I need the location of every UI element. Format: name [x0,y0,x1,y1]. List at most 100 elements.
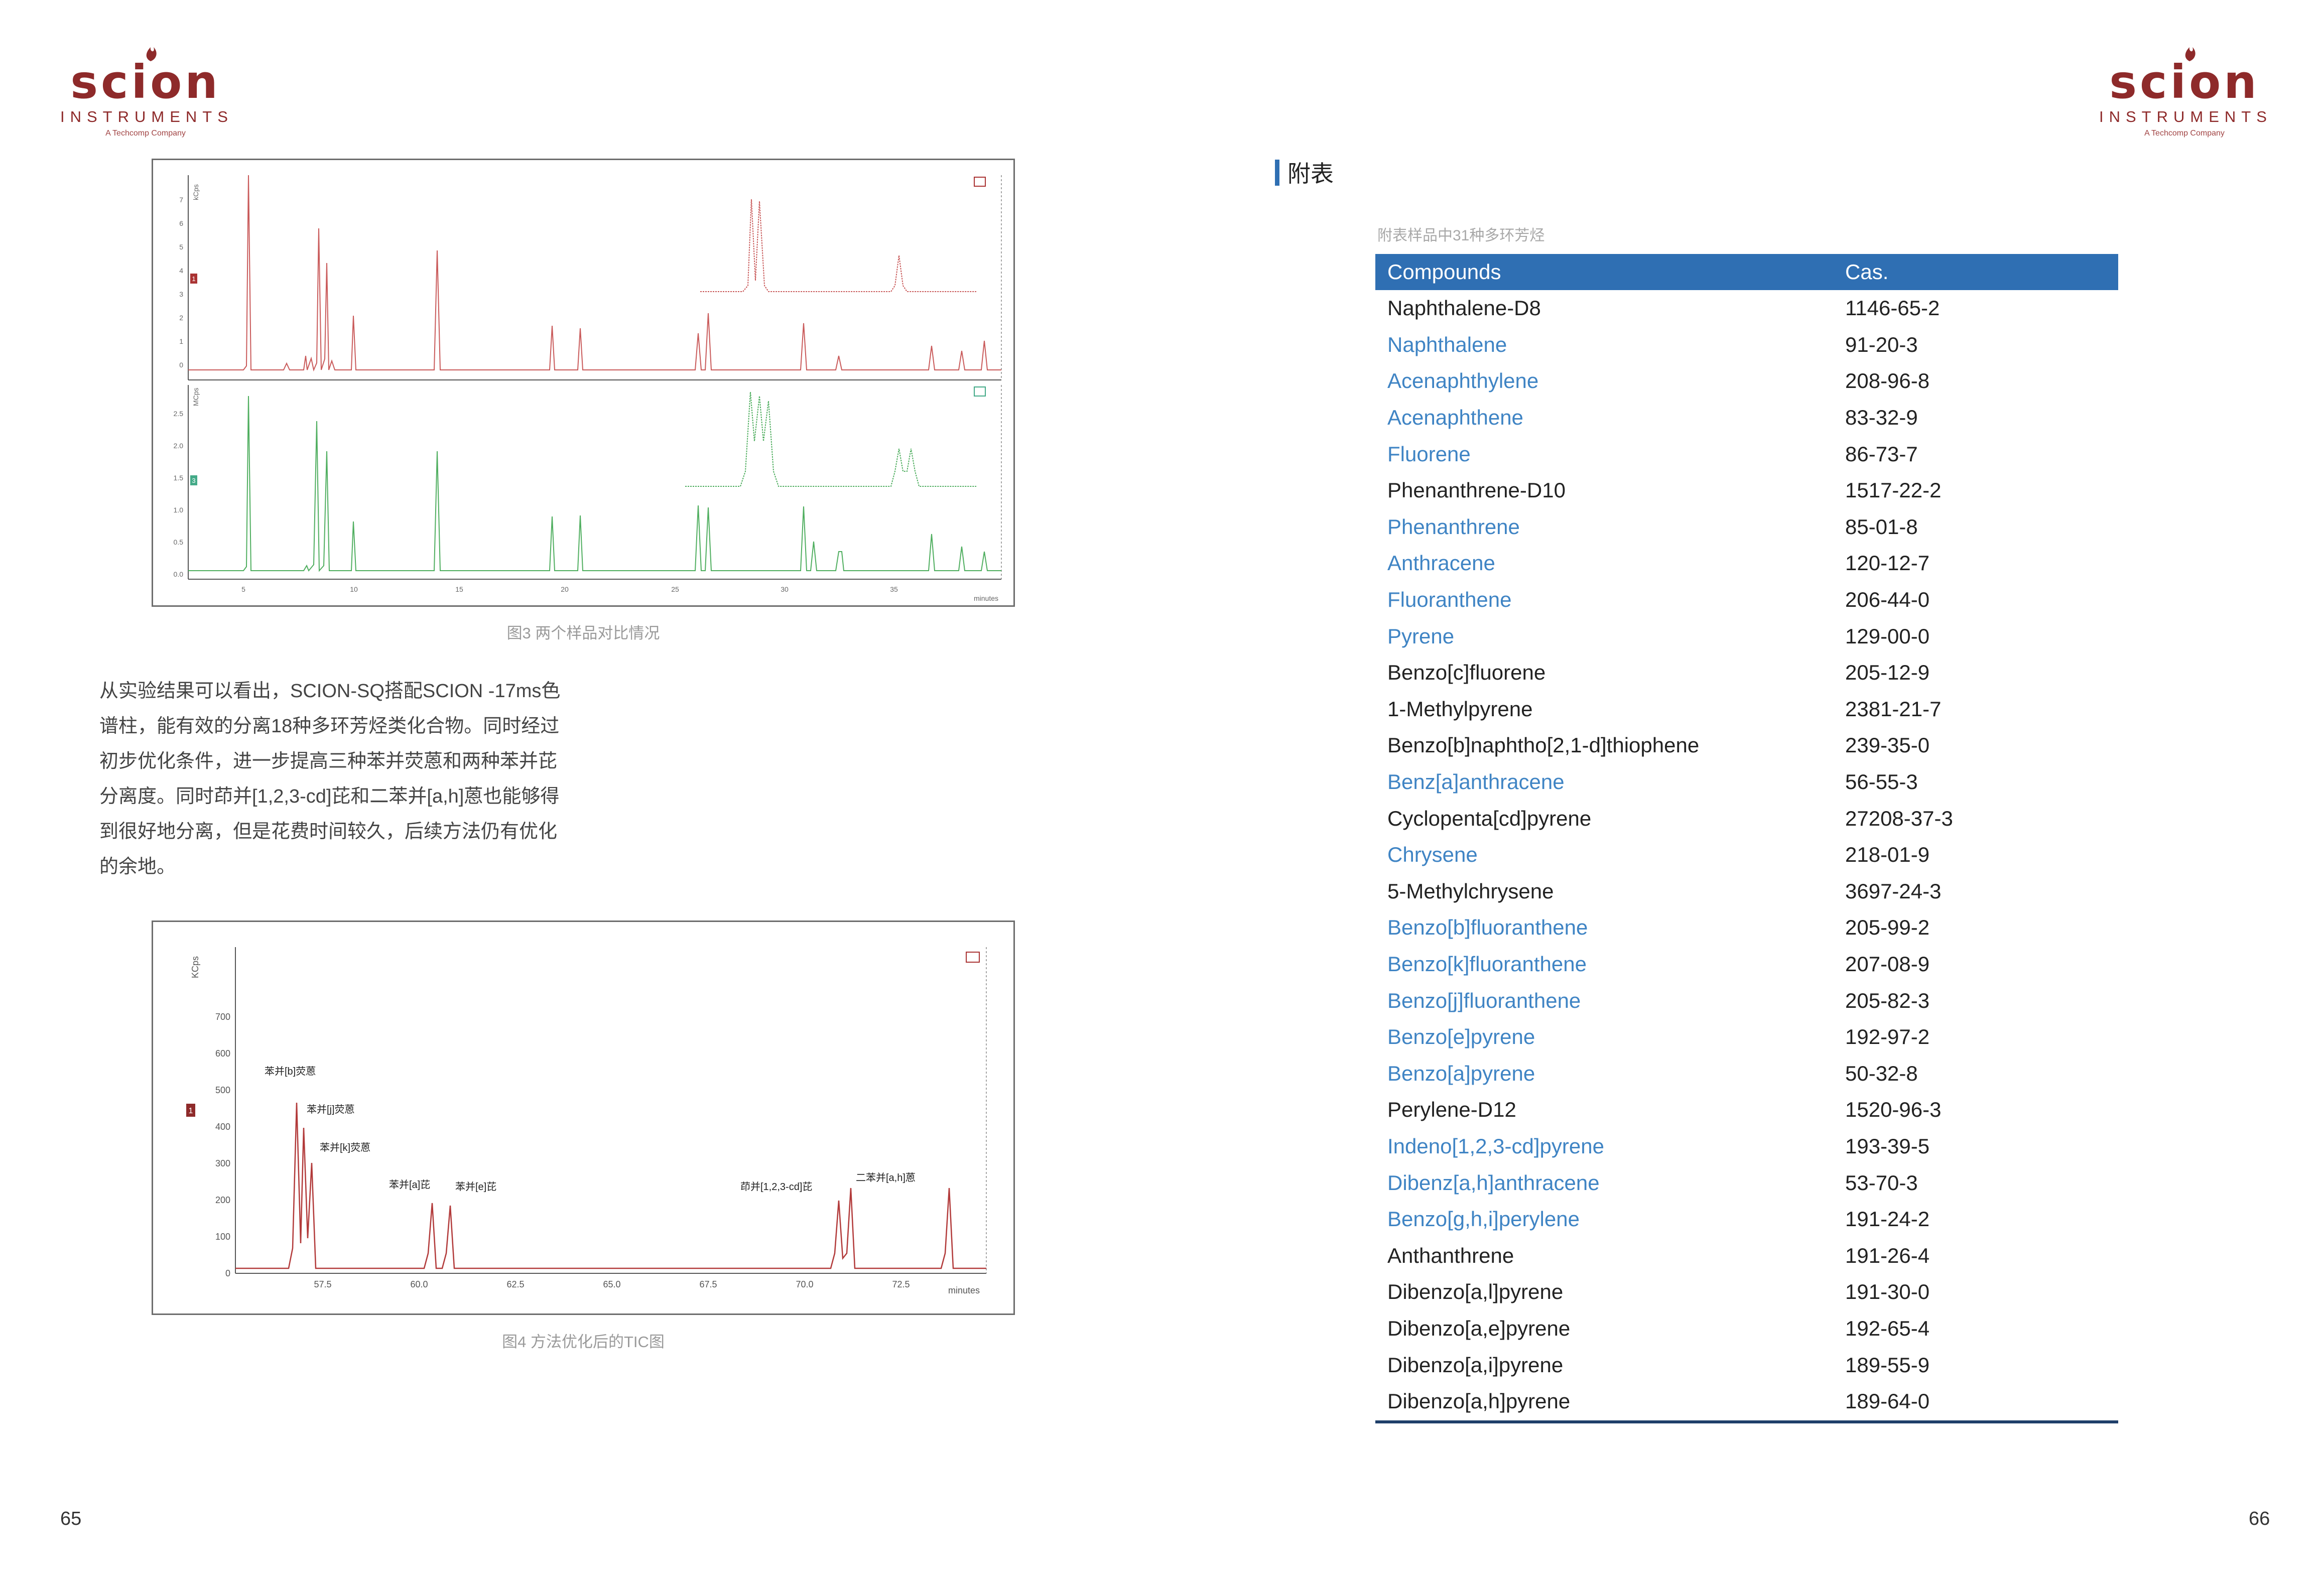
tick-label: 0 [225,1268,230,1278]
compound-name: Anthracene [1387,551,1495,575]
cas-number: 208-96-8 [1845,369,1930,393]
table-row: Naphthalene 91-20-3 [1375,327,2118,363]
table-row: Dibenz[a,h]anthracene 53-70-3 [1375,1164,2118,1201]
figure3-chromatogram: 0 1 2 3 4 5 6 7 kCps 1 0.0 0.5 1.0 1.5 2… [152,159,1015,607]
tick-label: 1 [179,337,183,345]
cas-number: 85-01-8 [1845,514,1918,539]
fig3-bottom-trace [188,396,1001,572]
section-title: 附表 [1287,161,1334,187]
compound-name: Benzo[k]fluoranthene [1387,952,1587,976]
compound-name: Dibenzo[a,e]pyrene [1387,1316,1571,1340]
tick-label: 0.5 [174,538,184,546]
table-row: Chrysene 218-01-9 [1375,837,2118,873]
table-row: 1-Methylpyrene 2381-21-7 [1375,691,2118,728]
peak-label: 二苯并[a,h]蒽 [856,1172,916,1184]
logo-tagline: A Techcomp Company [105,129,186,138]
table-row: Benzo[j]fluoranthene 205-82-3 [1375,982,2118,1019]
compound-name: Benzo[c]fluorene [1387,661,1546,685]
results-paragraph: 从实验结果可以看出，SCION-SQ搭配SCION -17ms色谱柱，能有效的分… [99,681,561,877]
table-row: Phenanthrene 85-01-8 [1375,509,2118,546]
tick-label: 100 [215,1232,230,1242]
compound-name: Dibenz[a,h]anthracene [1387,1170,1600,1195]
compound-name: Phenanthrene-D10 [1387,478,1566,502]
logo-tagline: A Techcomp Company [2144,129,2225,138]
cas-number: 83-32-9 [1845,406,1918,430]
table-row: Anthracene 120-12-7 [1375,545,2118,582]
cas-number: 218-01-9 [1845,843,1930,867]
compound-name: Benzo[e]pyrene [1387,1025,1535,1049]
fig3-top-trace [188,175,1001,372]
compound-name: Benzo[j]fluoranthene [1387,988,1581,1012]
compound-name: 5-Methylchrysene [1387,879,1554,903]
compound-name: Benzo[b]fluoranthene [1387,915,1588,940]
tick-label: 7 [179,196,183,204]
marker-label: 3 [192,477,195,484]
cas-number: 1517-22-2 [1845,478,1942,502]
panel-icon [966,952,980,963]
marker-badge [186,1104,195,1117]
tick-label: 60.0 [410,1279,428,1289]
compound-name: Dibenzo[a,i]pyrene [1387,1353,1564,1377]
cas-number: 191-30-0 [1845,1280,1930,1304]
tick-label: 2.5 [174,410,184,418]
compound-name: Benzo[a]pyrene [1387,1061,1535,1085]
cas-number: 193-39-5 [1845,1134,1930,1158]
cas-number: 189-64-0 [1845,1389,1930,1413]
table-body: Naphthalene-D8 1146-65-2 Naphthalene 91-20-… [1375,290,2118,1419]
cas-number: 2381-21-7 [1845,697,1942,721]
marker-badge [190,274,197,284]
tick-label: 30 [781,585,789,593]
table-bottom-rule [1375,1420,2118,1424]
tick-label: 72.5 [892,1279,910,1289]
table-row: Benzo[a]pyrene 50-32-8 [1375,1055,2118,1092]
fig3-bottom-yticks: 0.0 0.5 1.0 1.5 2.0 2.5 [174,410,184,578]
panel-icon [974,386,986,397]
compound-name: Fluoranthene [1387,588,1512,612]
tick-label: 0 [179,361,183,369]
cas-number: 129-00-0 [1845,624,1930,648]
tick-label: 57.5 [314,1279,331,1289]
logo-wordmark: scion [70,55,221,109]
compound-name: Acenaphthylene [1387,369,1539,393]
table-row: Dibenzo[a,i]pyrene 189-55-9 [1375,1347,2118,1383]
compound-name: Perylene-D12 [1387,1098,1516,1122]
pah-compound-table: Compounds Cas. Naphthalene-D8 1146-65-2 Na… [1375,254,2118,1424]
fig3-bottom-inset-trace [685,391,976,487]
cas-number: 3697-24-3 [1845,879,1942,903]
tick-label: 4 [179,267,183,275]
table-row: Indeno[1,2,3-cd]pyrene 193-39-5 [1375,1128,2118,1165]
compound-name: Fluorene [1387,442,1471,466]
figure3-svg: 0 1 2 3 4 5 6 7 kCps 1 0.0 0.5 1.0 1.5 2… [174,175,1002,602]
tick-label: 2 [179,314,183,322]
cas-number: 192-65-4 [1845,1316,1930,1340]
fig3-top-inset-trace [700,199,976,292]
fig4-xticks: 57.5 60.0 62.5 65.0 67.5 70.0 72.5 [314,1279,910,1289]
table-row: Dibenzo[a,l]pyrene 191-30-0 [1375,1274,2118,1310]
compound-name: Phenanthrene [1387,514,1520,539]
tick-label: 2.0 [174,442,184,450]
cas-number: 120-12-7 [1845,551,1930,575]
table-row: Fluoranthene 206-44-0 [1375,582,2118,618]
cas-number: 91-20-3 [1845,332,1918,356]
compound-name: Dibenzo[a,l]pyrene [1387,1280,1564,1304]
tick-label: 500 [215,1085,230,1095]
table-row: Fluorene 86-73-7 [1375,436,2118,472]
figure3-caption: 图3 两个样品对比情况 [506,624,660,642]
tick-label: 25 [671,585,679,593]
table-row: Benzo[k]fluoranthene 207-08-9 [1375,946,2118,983]
fig4-peak-labels: 苯并[b]荧蒽 苯并[j]荧蒽 苯并[k]荧蒽 苯并[a]芘 苯并[e]芘 茚并… [265,1066,916,1193]
tick-label: 65.0 [603,1279,620,1289]
tick-label: 70.0 [796,1279,813,1289]
cas-number: 1520-96-3 [1845,1098,1942,1122]
table-row: Pyrene 129-00-0 [1375,618,2118,654]
tick-label: 700 [215,1012,230,1022]
compound-name: Acenaphthene [1387,406,1523,430]
table-header: Compounds Cas. [1375,254,2118,290]
cas-number: 50-32-8 [1845,1061,1918,1085]
logo-subtitle: INSTRUMENTS [2099,108,2272,125]
peak-label: 茚并[1,2,3-cd]芘 [740,1181,812,1193]
table-row: Benzo[g,h,i]perylene 191-24-2 [1375,1201,2118,1238]
fig3-top-yticks: 0 1 2 3 4 5 6 7 [179,196,183,369]
peak-label: 苯并[k]荧蒽 [320,1142,370,1153]
table-row: Benzo[c]fluorene 205-12-9 [1375,654,2118,691]
